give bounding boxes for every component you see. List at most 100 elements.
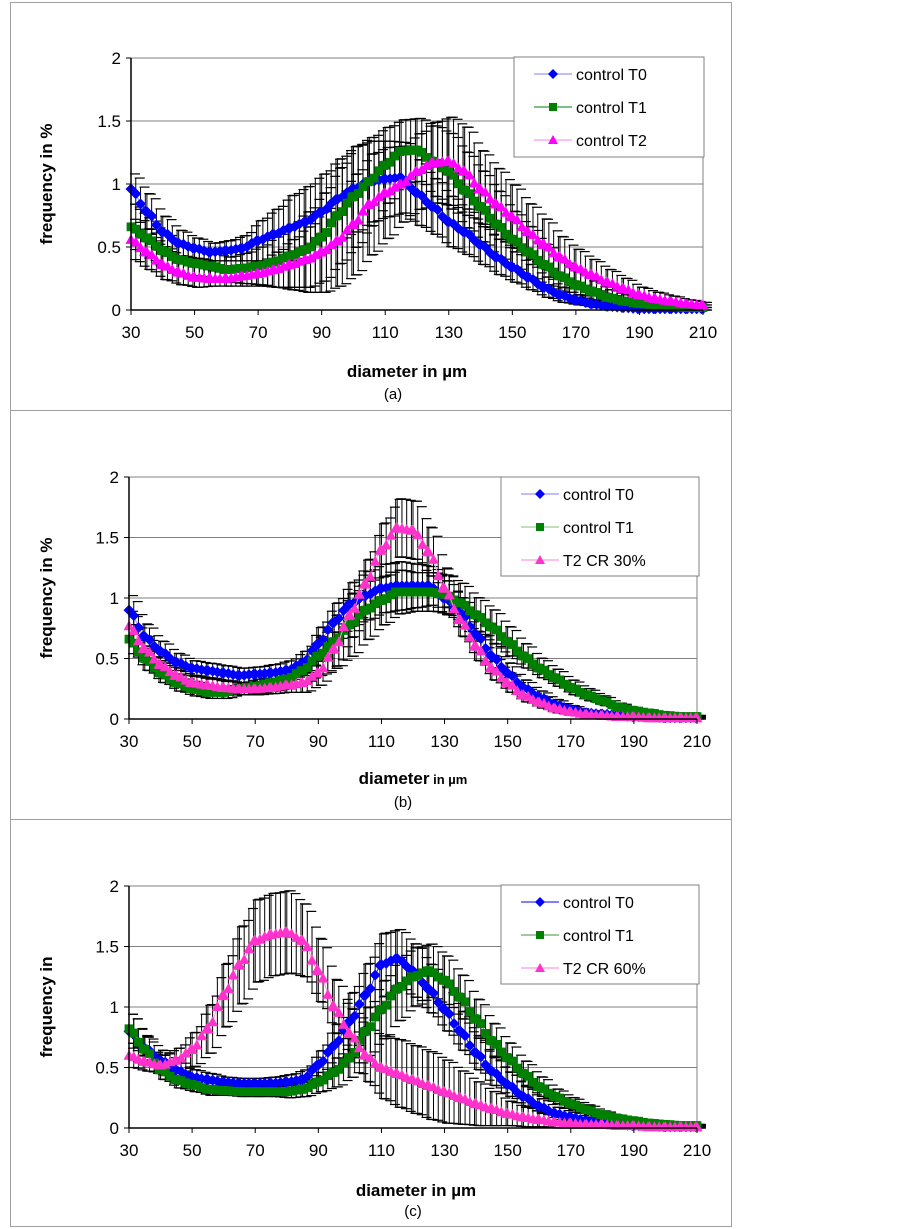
- data-point: [354, 610, 364, 620]
- data-point: [333, 612, 345, 624]
- data-point: [135, 242, 147, 253]
- data-point: [416, 538, 428, 549]
- data-point: [506, 670, 518, 682]
- data-point: [336, 231, 348, 242]
- data-point: [471, 610, 481, 620]
- chart-panel-a: 0 0.5 1 1.5 2 30 50 70 90 110 130 150 170 190 210 fre…: [37, 49, 717, 403]
- data-point: [464, 631, 476, 642]
- data-point: [528, 250, 538, 260]
- data-point: [448, 157, 460, 168]
- series-group: [123, 522, 703, 724]
- data-point: [156, 668, 165, 678]
- data-point: [571, 684, 580, 694]
- legend: control T0 control T1 control T2: [513, 56, 705, 158]
- data-point: [406, 146, 416, 155]
- x-tick-label: 210: [689, 323, 717, 342]
- data-point: [597, 696, 607, 706]
- data-point: [697, 299, 709, 310]
- data-point: [333, 211, 342, 220]
- data-point: [454, 614, 466, 625]
- data-point: [455, 598, 465, 608]
- data-point: [174, 255, 184, 264]
- x-tick-label: 30: [122, 323, 141, 342]
- data-point: [237, 264, 247, 273]
- data-point: [130, 188, 142, 200]
- data-point: [307, 656, 317, 666]
- legend-label: control T1: [563, 520, 634, 537]
- data-point: [495, 672, 507, 683]
- data-point: [369, 555, 381, 566]
- data-point: [623, 704, 632, 714]
- data-point: [374, 166, 384, 176]
- x-tick-label: 70: [249, 323, 268, 342]
- data-point: [440, 589, 449, 599]
- data-point: [276, 675, 285, 685]
- data-point: [190, 258, 199, 268]
- x-tick-label: 110: [368, 732, 395, 751]
- y-tick-label: 1.5: [97, 112, 121, 131]
- data-point: [380, 160, 390, 170]
- data-point: [231, 264, 241, 274]
- data-point: [145, 657, 154, 666]
- data-point: [634, 706, 644, 716]
- data-point: [413, 587, 423, 597]
- data-point: [305, 252, 317, 263]
- data-point: [448, 603, 460, 614]
- data-point: [476, 613, 486, 622]
- data-point: [507, 235, 517, 244]
- data-point: [358, 182, 368, 192]
- data-point: [298, 666, 307, 675]
- data-point: [501, 229, 511, 239]
- data-point: [253, 261, 263, 271]
- data-point: [136, 229, 145, 239]
- data-point: [282, 674, 292, 684]
- data-point: [167, 252, 177, 261]
- data-point: [344, 609, 356, 620]
- x-tick-labels: 30 50 70 90 110 130 150 170 190 210: [120, 732, 712, 751]
- series-control-t2: [125, 155, 709, 310]
- data-point: [423, 546, 435, 557]
- data-point: [353, 588, 365, 599]
- data-point: [247, 262, 257, 272]
- x-tick-label: 130: [430, 732, 458, 751]
- data-point: [369, 173, 379, 183]
- data-point: [385, 529, 397, 540]
- data-point: [352, 214, 364, 225]
- data-point: [146, 249, 158, 260]
- data-point: [158, 246, 168, 256]
- data-point: [142, 233, 152, 243]
- data-point: [602, 697, 612, 707]
- data-point: [655, 300, 665, 310]
- data-point: [171, 678, 181, 688]
- data-point: [503, 637, 513, 646]
- data-point: [644, 300, 654, 309]
- series-group: [125, 145, 709, 315]
- square-icon: [549, 103, 557, 111]
- data-point: [533, 255, 543, 265]
- data-point: [459, 619, 471, 630]
- x-tick-label: 50: [185, 323, 204, 342]
- data-point: [329, 637, 339, 646]
- x-tick-label: 70: [246, 732, 265, 751]
- data-point: [368, 196, 380, 207]
- data-point: [279, 253, 288, 263]
- data-point: [508, 640, 517, 649]
- legend: control T0 control T1 T2 CR 30%: [500, 476, 700, 577]
- data-point: [328, 643, 340, 654]
- data-point: [539, 665, 549, 675]
- data-point: [144, 646, 156, 657]
- data-point: [310, 236, 320, 246]
- data-point: [349, 192, 358, 201]
- data-point: [130, 236, 142, 247]
- data-point: [502, 667, 514, 679]
- data-point: [342, 198, 352, 208]
- y-tick-label: 1: [110, 589, 119, 608]
- data-point: [187, 684, 197, 694]
- data-point: [660, 301, 670, 311]
- y-tick-label: 1.5: [95, 529, 119, 548]
- data-point: [407, 524, 419, 535]
- panel-caption: (b): [394, 794, 412, 811]
- data-point: [258, 260, 268, 270]
- y-axis-title: frequency in %: [37, 538, 56, 659]
- data-point: [212, 687, 222, 697]
